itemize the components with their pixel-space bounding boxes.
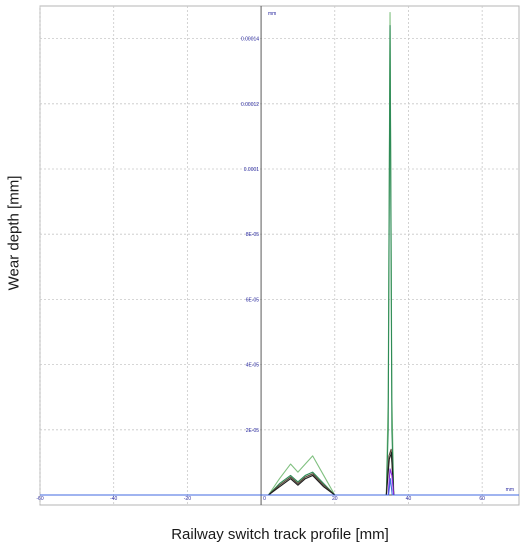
x-tick-label: -20 (184, 496, 191, 502)
x-tick-label: -60 (36, 496, 43, 502)
gridlines (39, 6, 519, 505)
x-axis-title: Railway switch track profile [mm] (171, 526, 389, 543)
y-axis-title: Wear depth [mm] (5, 175, 23, 291)
y-tick-label: 2E-05 (246, 428, 260, 434)
series-line-4 (40, 452, 519, 496)
x-tick-label: 60 (479, 496, 485, 502)
y-tick-labels: 2E-05 4E-05 6E-05 8E-05 0.0001 0.00012 0.00014 (241, 37, 259, 434)
x-tick-labels: -60 -40 -20 0 20 40 60 (36, 496, 485, 502)
y-tick-label: 4E-05 (246, 363, 260, 369)
x-tick-label: -40 (110, 496, 117, 502)
y-tick-label: 6E-05 (246, 297, 260, 303)
y-tick-label: 0.0001 (244, 167, 260, 173)
y-tick-label: 8E-05 (246, 232, 260, 238)
x-tick-label: 20 (332, 496, 338, 502)
x-axis-unit-label: mm (506, 487, 514, 493)
y-tick-label: 0.00012 (241, 102, 259, 108)
x-tick-label: 40 (406, 496, 412, 502)
series-line-6 (40, 478, 519, 496)
y-tick-label: 0.00014 (241, 37, 259, 43)
series-layer (40, 11, 519, 496)
series-line-2 (40, 25, 519, 496)
x-tick-label: 0 (263, 496, 266, 502)
y-axis-unit-label: mm (268, 11, 276, 17)
plot-frame (39, 5, 520, 506)
